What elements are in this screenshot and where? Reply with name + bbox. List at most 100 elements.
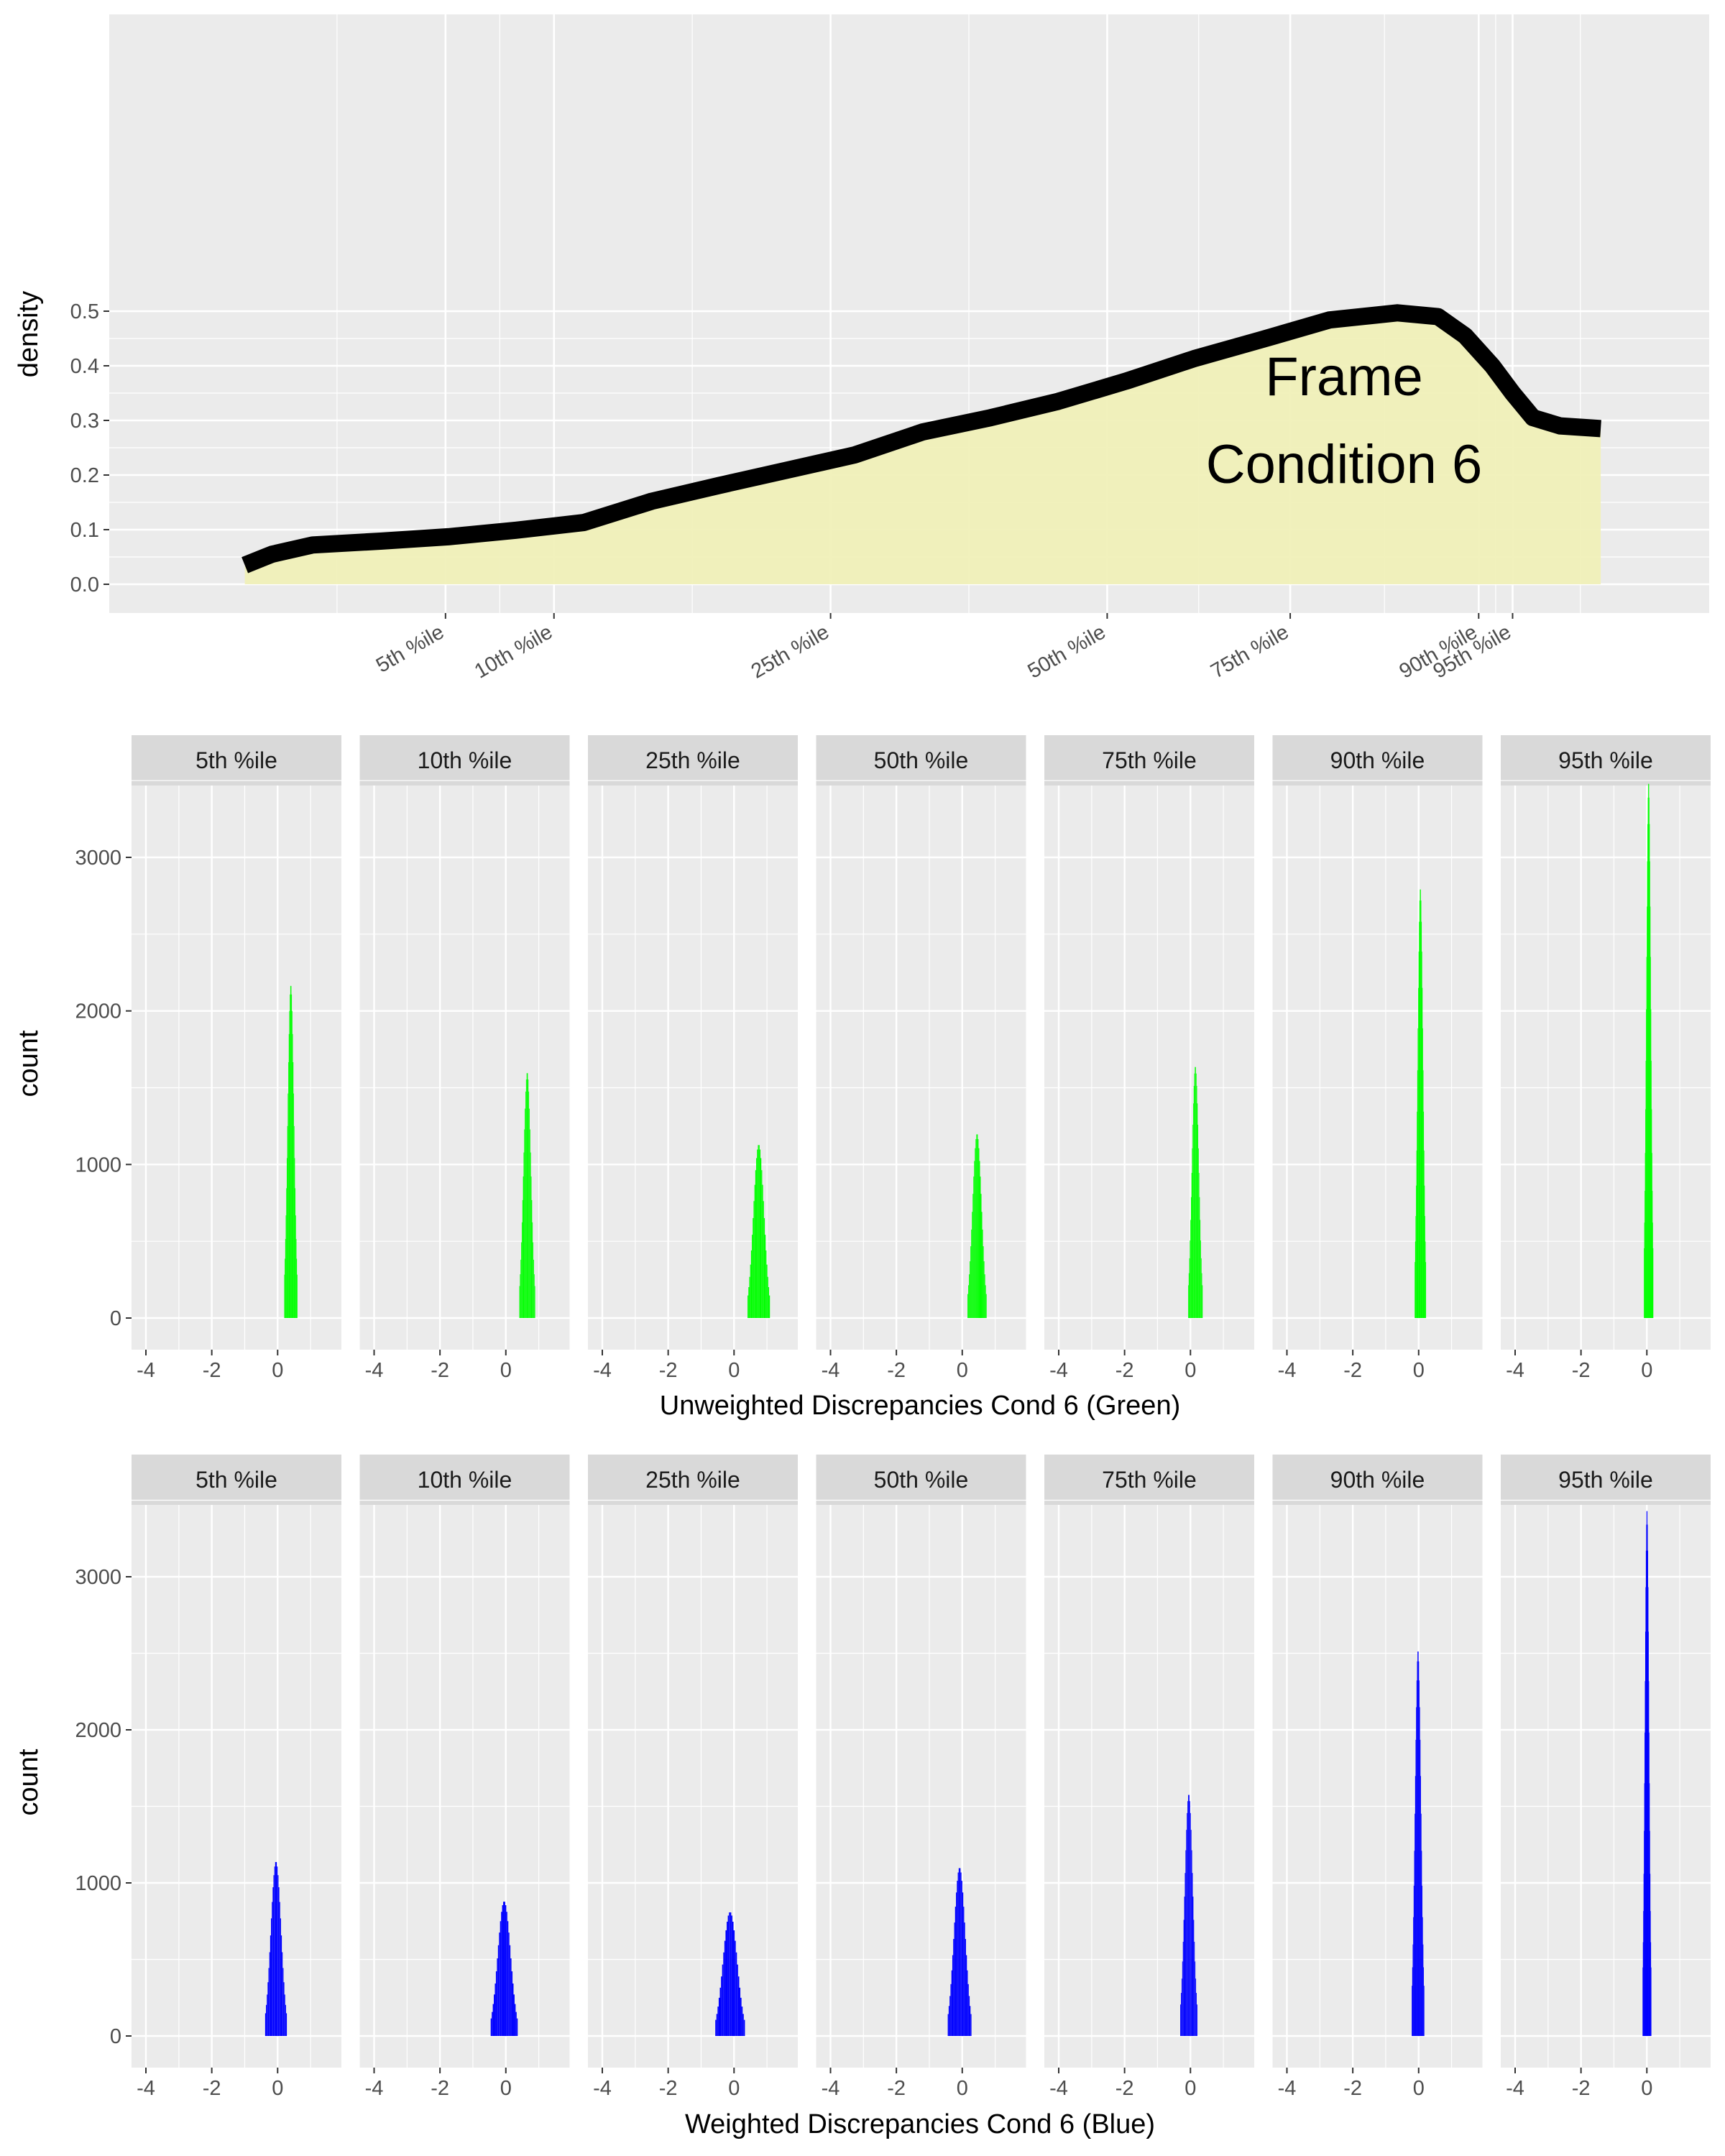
histogram-bar (507, 1921, 509, 2036)
histogram-bar (769, 1295, 770, 1318)
histogram-bar (1651, 1061, 1652, 1318)
histogram-bar (284, 1274, 285, 1318)
weighted-x-label: Weighted Discrepancies Cond 6 (Blue) (685, 2109, 1155, 2139)
histogram-bar (755, 1170, 757, 1318)
facet-x-tick-label: -2 (203, 2077, 221, 2100)
density-percentile-label: 10th %ile (471, 620, 556, 683)
density-y-label: density (14, 291, 44, 377)
histogram-bar (523, 1152, 525, 1318)
histogram-bar (717, 2007, 719, 2036)
histogram-bar (1644, 1732, 1645, 2036)
facet-strip (588, 1455, 798, 1505)
facet-x-tick-label: -4 (822, 1359, 840, 1382)
facet-x-tick-label: -2 (431, 1359, 449, 1382)
histogram-bar (494, 1983, 496, 2036)
histogram-bar (1419, 921, 1420, 1318)
histogram-bar (1644, 1631, 1646, 2036)
histogram-bar (960, 1872, 962, 2036)
histogram-bar (763, 1201, 764, 1318)
histogram-bar (741, 2007, 743, 2036)
histogram-bar (524, 1129, 525, 1318)
histogram-bar (762, 1184, 763, 1318)
histogram-bar (1649, 1783, 1650, 2036)
histogram-bar (1424, 1185, 1425, 1318)
histogram-bar (512, 1983, 514, 2036)
histogram-bar (1419, 1680, 1420, 2036)
histogram-bar (1195, 1073, 1197, 1318)
histogram-bar (1186, 1830, 1187, 2036)
histogram-bar (1422, 1028, 1423, 1318)
histogram-bar (958, 1868, 960, 2036)
histogram-bar (1414, 1851, 1415, 2036)
histogram-bar (970, 1246, 972, 1318)
histogram-bar (272, 1887, 274, 2036)
histogram-bar (748, 1287, 750, 1318)
histogram-bar (501, 1912, 502, 2036)
facet-strip (1044, 1455, 1254, 1505)
histogram-bar (289, 1010, 290, 1318)
histogram-bar (503, 1902, 505, 2036)
histogram-bar (952, 1955, 954, 2036)
density-y-tick-label: 0.4 (70, 355, 99, 378)
histogram-bar (1647, 1550, 1648, 2036)
histogram-bar (533, 1274, 535, 1318)
histogram-bar (971, 1229, 972, 1318)
facet-x-tick-label: 0 (728, 2077, 740, 2100)
histogram-bar (492, 2004, 494, 2036)
histogram-bar (1415, 1216, 1417, 1318)
histogram-bar (1644, 1681, 1646, 2036)
facet-strip (588, 735, 798, 786)
facet-x-tick-label: -4 (1278, 2077, 1297, 2100)
histogram-bar (286, 1188, 288, 1318)
histogram-bar (288, 1033, 290, 1318)
histogram-bar (1198, 1173, 1200, 1318)
histogram-bar (1418, 952, 1420, 1318)
facet-x-tick-label: 0 (957, 2077, 968, 2100)
facet-panel-bg (132, 786, 341, 1350)
histogram-bar (529, 1108, 530, 1318)
histogram-bar (290, 985, 291, 1318)
facet-strip (816, 1455, 1026, 1505)
facet-x-tick-label: -2 (1572, 2077, 1591, 2100)
histogram-bar (1190, 1812, 1191, 2036)
histogram-bar (1422, 1917, 1423, 2036)
histogram-bar (532, 1222, 533, 1318)
histogram-bar (1192, 1124, 1194, 1318)
histogram-bar (731, 1915, 732, 2036)
histogram-bar (718, 1997, 720, 2036)
histogram-bar (1196, 1993, 1197, 2036)
facet-x-tick-label: 0 (500, 2077, 512, 2100)
histogram-bar (1185, 1850, 1187, 2036)
histogram-bar (1190, 1220, 1191, 1318)
histogram-bar (1652, 1248, 1654, 1318)
histogram-bar (1646, 1009, 1647, 1318)
histogram-bar (716, 2014, 718, 2036)
histogram-bar (293, 1093, 294, 1318)
histogram-bar (1420, 1776, 1421, 2036)
histogram-bar (1193, 1086, 1195, 1318)
histogram-bar (756, 1158, 758, 1318)
histogram-bar (1417, 1070, 1418, 1318)
facet-strip (1272, 735, 1483, 786)
facet-x-tick-label: 0 (1641, 2077, 1652, 2100)
histogram-bar (965, 1955, 967, 2036)
histogram-bar (730, 1912, 732, 2036)
histogram-bar (727, 1921, 728, 2036)
facet-x-tick-label: 0 (728, 1359, 740, 1382)
histogram-bar (1414, 1776, 1416, 2036)
histogram-bar (974, 1161, 975, 1318)
histogram-bar (978, 1148, 980, 1318)
histogram-bar (1423, 1967, 1425, 2036)
histogram-bar (1646, 1524, 1647, 2036)
histogram-bar (1644, 1191, 1645, 1318)
facet-x-tick-label: -2 (659, 1359, 678, 1382)
histogram-bar (531, 1199, 533, 1318)
facet-strip-label: 25th %ile (645, 1467, 740, 1493)
facet-x-tick-label: -2 (1343, 1359, 1362, 1382)
histogram-bar (1648, 783, 1650, 1318)
histogram-bar (528, 1091, 530, 1318)
histogram-bar (722, 1964, 724, 2036)
histogram-bar (1648, 1631, 1649, 2036)
histogram-bar (719, 1987, 722, 2036)
histogram-bar (285, 1238, 286, 1318)
